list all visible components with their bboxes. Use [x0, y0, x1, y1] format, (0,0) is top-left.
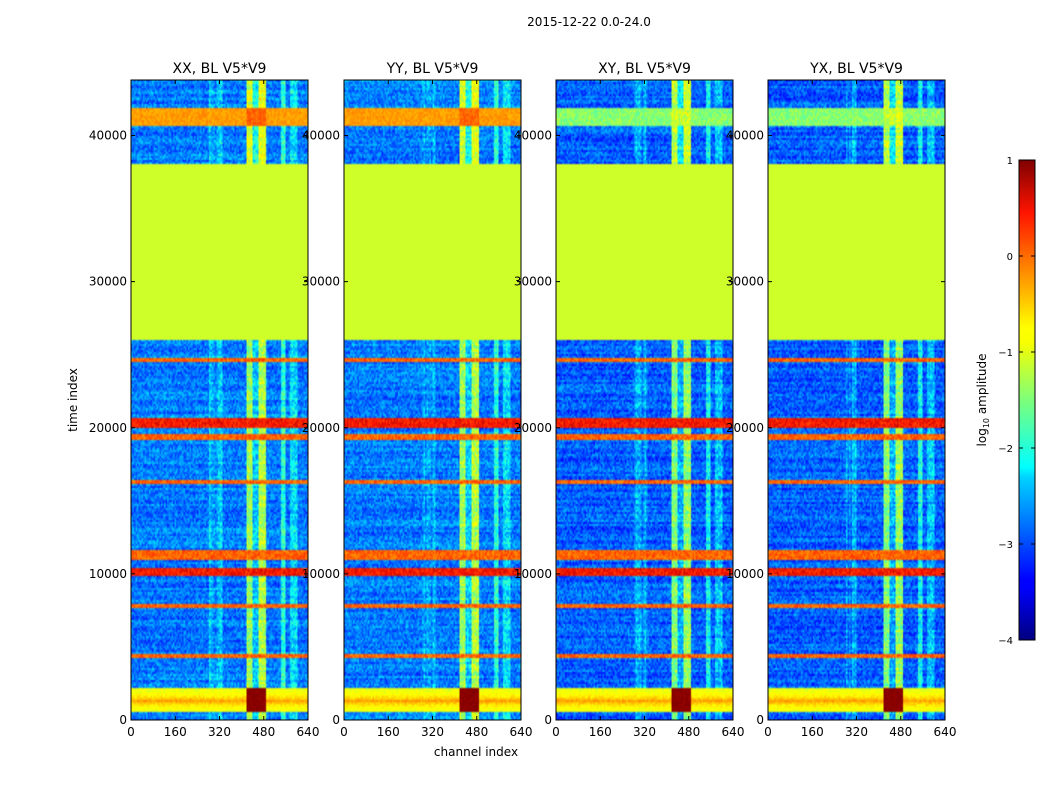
- colorbar-tick-label: −4: [998, 636, 1013, 647]
- y-tick-label: 30000: [514, 275, 552, 289]
- y-tick-label: 30000: [302, 275, 340, 289]
- suptitle: 2015-12-22 0.0-24.0: [527, 15, 651, 29]
- panel-1: XX, BL V5*V9 0 160 320 480 640 0 10000 20000 3000…: [89, 61, 320, 739]
- y-tick-label: 0: [756, 713, 764, 727]
- x-tick-label: 480: [465, 725, 488, 739]
- panel-title: XY, BL V5*V9: [598, 61, 691, 77]
- x-axis-label: channel index: [434, 745, 518, 759]
- y-tick-label: 20000: [89, 421, 127, 435]
- panel-title: YY, BL V5*V9: [386, 61, 479, 77]
- x-tick-label: 160: [801, 725, 824, 739]
- y-tick-label: 10000: [514, 567, 552, 581]
- y-tick-label: 20000: [302, 421, 340, 435]
- y-tick-label: 10000: [726, 567, 764, 581]
- panel-title: YX, BL V5*V9: [809, 61, 903, 77]
- x-tick-label: 0: [552, 725, 560, 739]
- x-tick-label: 640: [722, 725, 745, 739]
- colorbar-tick-label: −2: [998, 444, 1013, 455]
- x-tick-label: 480: [252, 725, 275, 739]
- y-tick-label: 30000: [726, 275, 764, 289]
- panel-3: XY, BL V5*V9 0 160 320 480 640 0 10000 20000 3000…: [514, 61, 745, 739]
- colorbar-ticks: 1 0 −1 −2 −3 −4: [998, 156, 1035, 647]
- colorbar-label: log10 amplitude: [975, 354, 991, 447]
- x-tick-label: 480: [889, 725, 912, 739]
- y-axis-label: time index: [66, 368, 80, 432]
- colorbar-label-log: log: [975, 428, 989, 446]
- y-tick-label: 40000: [514, 129, 552, 143]
- heatmap-image: [556, 80, 733, 720]
- x-tick-label: 320: [633, 725, 656, 739]
- y-tick-label: 20000: [514, 421, 552, 435]
- y-tick-label: 10000: [302, 567, 340, 581]
- panel-title: XX, BL V5*V9: [173, 61, 267, 77]
- y-tick-label: 0: [119, 713, 127, 727]
- colorbar-tick-label: −3: [998, 540, 1013, 551]
- x-tick-label: 0: [764, 725, 772, 739]
- x-tick-label: 640: [297, 725, 320, 739]
- y-tick-label: 40000: [89, 129, 127, 143]
- heatmap-image: [768, 80, 945, 720]
- colorbar-label-suffix: amplitude: [975, 354, 989, 418]
- colorbar-gradient: [1018, 159, 1036, 641]
- colorbar-label-sub: 10: [982, 418, 991, 428]
- y-tick-label: 30000: [89, 275, 127, 289]
- colorbar-tick-label: 0: [1007, 252, 1013, 263]
- x-tick-label: 320: [421, 725, 444, 739]
- x-tick-label: 640: [934, 725, 957, 739]
- colorbar-tick-label: 1: [1007, 156, 1013, 167]
- panel-4: YX, BL V5*V9 0 160 320 480 640 0 10000 20000 3000…: [726, 61, 957, 739]
- x-tick-label: 160: [589, 725, 612, 739]
- heatmap-image: [131, 80, 308, 720]
- y-tick-label: 0: [332, 713, 340, 727]
- x-tick-label: 320: [845, 725, 868, 739]
- x-tick-label: 0: [340, 725, 348, 739]
- y-tick-label: 20000: [726, 421, 764, 435]
- panels: XX, BL V5*V9 0 160 320 480 640 0 10000 20000 3000…: [89, 61, 957, 739]
- y-tick-label: 40000: [302, 129, 340, 143]
- x-tick-label: 320: [208, 725, 231, 739]
- y-tick-label: 0: [544, 713, 552, 727]
- colorbar-tick-label: −1: [998, 348, 1013, 359]
- y-tick-label: 40000: [726, 129, 764, 143]
- x-tick-label: 640: [510, 725, 533, 739]
- x-tick-label: 160: [377, 725, 400, 739]
- heatmap-image: [344, 80, 521, 720]
- y-tick-label: 10000: [89, 567, 127, 581]
- x-tick-label: 0: [127, 725, 135, 739]
- x-tick-label: 480: [677, 725, 700, 739]
- colorbar: 10−1−2−3−4 log10 amplitude: [975, 156, 1036, 647]
- x-tick-label: 160: [164, 725, 187, 739]
- panel-2: YY, BL V5*V9 0 160 320 480 640 0 10000 20000 3000…: [302, 61, 533, 739]
